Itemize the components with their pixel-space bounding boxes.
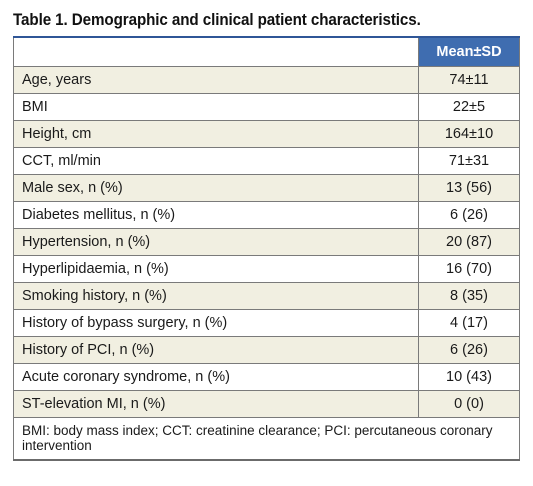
table-row: History of bypass surgery, n (%) 4 (17) (13, 309, 520, 337)
row-value: 6 (26) (418, 336, 520, 364)
row-value: 71±31 (418, 147, 520, 175)
header-label-cell (13, 36, 419, 67)
table-row: Diabetes mellitus, n (%) 6 (26) (13, 201, 520, 229)
row-value: 164±10 (418, 120, 520, 148)
table-footnote: BMI: body mass index; CCT: creatinine cl… (13, 417, 520, 461)
row-label: ST-elevation MI, n (%) (13, 390, 419, 418)
table-row: Acute coronary syndrome, n (%) 10 (43) (13, 363, 520, 391)
header-row: Mean±SD (13, 36, 520, 67)
row-label: Hypertension, n (%) (13, 228, 419, 256)
table-container: Table 1. Demographic and clinical patien… (13, 6, 520, 461)
row-label: Hyperlipidaemia, n (%) (13, 255, 419, 283)
row-value: 74±11 (418, 66, 520, 94)
footnote-row: BMI: body mass index; CCT: creatinine cl… (13, 417, 520, 461)
row-value: 16 (70) (418, 255, 520, 283)
row-label: History of bypass surgery, n (%) (13, 309, 419, 337)
row-value: 10 (43) (418, 363, 520, 391)
row-label: CCT, ml/min (13, 147, 419, 175)
row-value: 0 (0) (418, 390, 520, 418)
row-value: 4 (17) (418, 309, 520, 337)
table-row: Male sex, n (%) 13 (56) (13, 174, 520, 202)
table-row: ST-elevation MI, n (%) 0 (0) (13, 390, 520, 418)
row-value: 20 (87) (418, 228, 520, 256)
table-row: CCT, ml/min 71±31 (13, 147, 520, 175)
table-row: BMI 22±5 (13, 93, 520, 121)
row-value: 22±5 (418, 93, 520, 121)
table-row: Age, years 74±11 (13, 66, 520, 94)
header-mean-sd: Mean±SD (418, 36, 520, 67)
row-value: 13 (56) (418, 174, 520, 202)
characteristics-table: Mean±SD Age, years 74±11 BMI 22±5 Height… (13, 36, 520, 461)
table-caption: Table 1. Demographic and clinical patien… (13, 11, 421, 29)
table-row: Hyperlipidaemia, n (%) 16 (70) (13, 255, 520, 283)
row-label: Age, years (13, 66, 419, 94)
row-label: Smoking history, n (%) (13, 282, 419, 310)
row-label: Male sex, n (%) (13, 174, 419, 202)
row-label: Acute coronary syndrome, n (%) (13, 363, 419, 391)
row-label: Height, cm (13, 120, 419, 148)
row-label: History of PCI, n (%) (13, 336, 419, 364)
row-value: 8 (35) (418, 282, 520, 310)
row-label: BMI (13, 93, 419, 121)
row-label: Diabetes mellitus, n (%) (13, 201, 419, 229)
row-value: 6 (26) (418, 201, 520, 229)
table-row: Hypertension, n (%) 20 (87) (13, 228, 520, 256)
table-row: Height, cm 164±10 (13, 120, 520, 148)
table-row: History of PCI, n (%) 6 (26) (13, 336, 520, 364)
table-row: Smoking history, n (%) 8 (35) (13, 282, 520, 310)
